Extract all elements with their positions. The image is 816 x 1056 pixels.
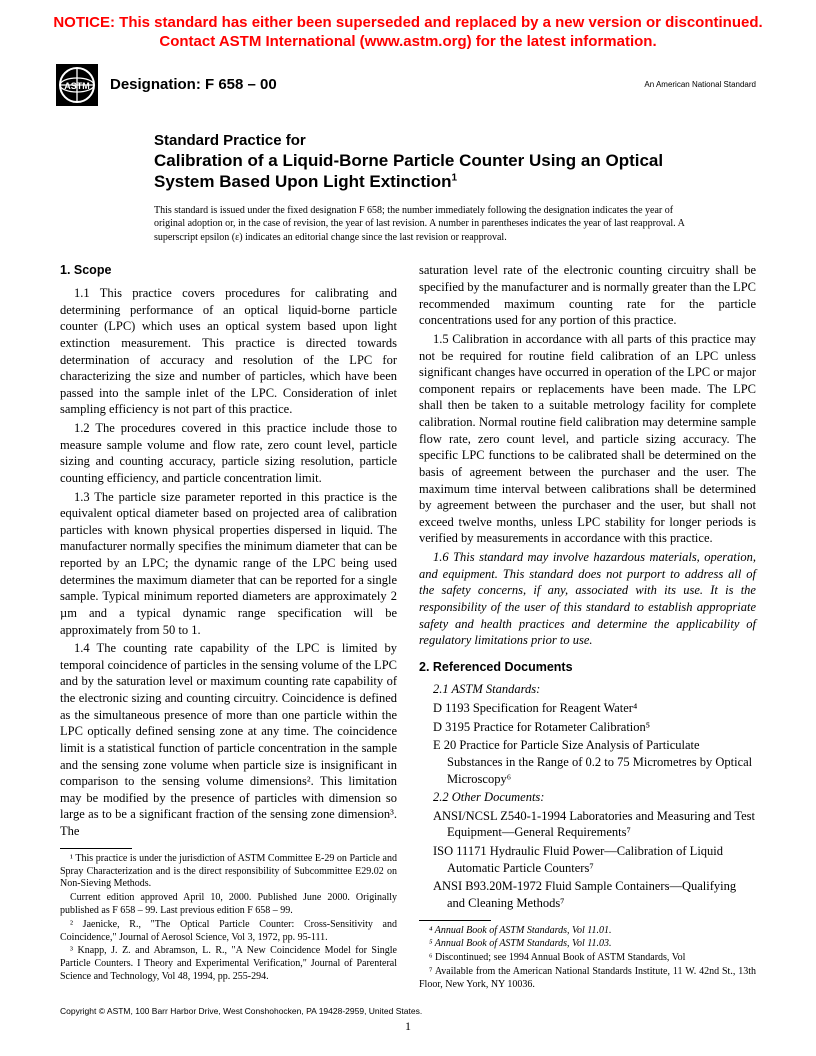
para-1-6: 1.6 This standard may involve hazardous … [419, 549, 756, 649]
body-columns: 1. Scope 1.1 This practice covers proced… [60, 262, 756, 992]
para-1-1: 1.1 This practice covers procedures for … [60, 285, 397, 418]
footnotes-left: ¹ This practice is under the jurisdictio… [60, 853, 397, 984]
para-1-4a: 1.4 The counting rate capability of the … [60, 640, 397, 840]
page-number: 1 [0, 1019, 816, 1034]
para-1-5: 1.5 Calibration in accordance with all p… [419, 331, 756, 547]
fn-6: ⁶ Discontinued; see 1994 Annual Book of … [419, 952, 756, 965]
designation-label: Designation: F 658 – 00 [110, 76, 277, 93]
header-bar: ASTM Designation: F 658 – 00 An American… [0, 58, 816, 106]
ref-d3195: D 3195 Practice for Rotameter Calibratio… [433, 719, 756, 736]
footnote-separator-right [419, 920, 491, 921]
svg-text:ASTM: ASTM [64, 81, 90, 91]
title-kicker: Standard Practice for [154, 132, 706, 150]
notice-line-1: NOTICE: This standard has either been su… [40, 14, 776, 33]
section-1-head: 1. Scope [60, 262, 397, 279]
fn-2: ² Jaenicke, R., "The Optical Particle Co… [60, 919, 397, 945]
section-2-head: 2. Referenced Documents [419, 659, 756, 676]
para-1-2: 1.2 The procedures covered in this pract… [60, 420, 397, 487]
sec-2-2: 2.2 Other Documents: [433, 789, 756, 806]
fn-1: ¹ This practice is under the jurisdictio… [60, 853, 397, 891]
para-1-3: 1.3 The particle size parameter reported… [60, 489, 397, 639]
ref-iso: ISO 11171 Hydraulic Fluid Power—Calibrat… [433, 843, 756, 876]
an-american-national-standard: An American National Standard [644, 80, 756, 89]
notice-banner: NOTICE: This standard has either been su… [0, 0, 816, 58]
fn-7: ⁷ Available from the American National S… [419, 966, 756, 992]
notice-line-2: Contact ASTM International (www.astm.org… [40, 33, 776, 52]
footnotes-right: ⁴ Annual Book of ASTM Standards, Vol 11.… [419, 925, 756, 992]
issuance-note: This standard is issued under the fixed … [154, 204, 702, 245]
fn-3: ³ Knapp, J. Z. and Abramson, L. R., "A N… [60, 945, 397, 983]
para-1-4b: saturation level rate of the electronic … [419, 262, 756, 329]
fn-4: ⁴ Annual Book of ASTM Standards, Vol 11.… [419, 925, 756, 938]
title-sup: 1 [452, 172, 458, 183]
fn-5: ⁵ Annual Book of ASTM Standards, Vol 11.… [419, 938, 756, 951]
copyright-line: Copyright © ASTM, 100 Barr Harbor Drive,… [60, 1006, 422, 1016]
title-main: Calibration of a Liquid-Borne Particle C… [154, 151, 706, 192]
ref-d1193: D 1193 Specification for Reagent Water⁴ [433, 700, 756, 717]
designation-wrap: ASTM Designation: F 658 – 00 [56, 64, 277, 106]
title-text: Calibration of a Liquid-Borne Particle C… [154, 151, 663, 190]
sec-2-1: 2.1 ASTM Standards: [433, 681, 756, 698]
ref-ansi-z540: ANSI/NCSL Z540-1-1994 Laboratories and M… [433, 808, 756, 841]
ref-e20: E 20 Practice for Particle Size Analysis… [433, 737, 756, 787]
astm-logo-icon: ASTM [56, 64, 98, 106]
fn-1b: Current edition approved April 10, 2000.… [60, 892, 397, 918]
column-left: 1. Scope 1.1 This practice covers proced… [60, 262, 397, 992]
footnote-separator-left [60, 848, 132, 849]
ref-ansi-b93: ANSI B93.20M-1972 Fluid Sample Container… [433, 878, 756, 911]
title-block: Standard Practice for Calibration of a L… [154, 132, 706, 192]
column-right: saturation level rate of the electronic … [419, 262, 756, 992]
